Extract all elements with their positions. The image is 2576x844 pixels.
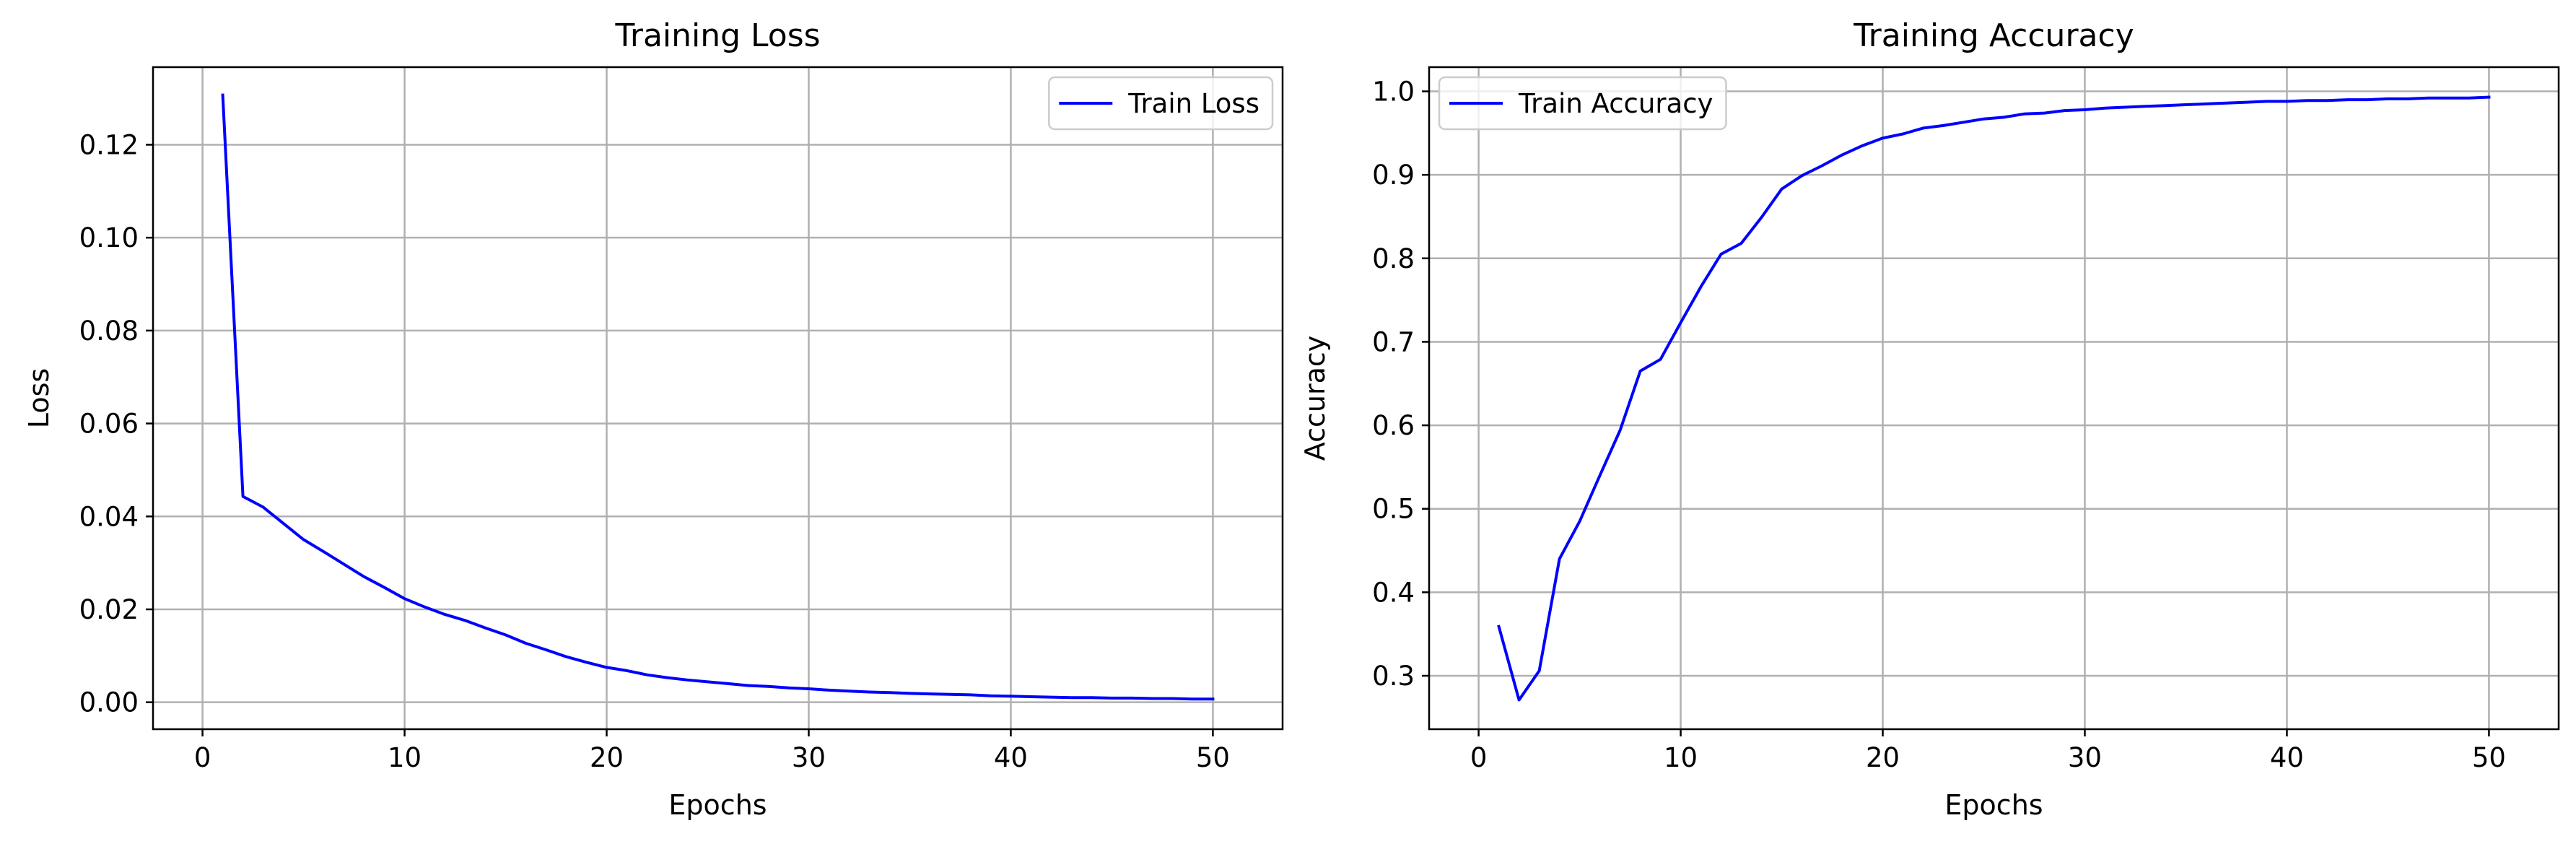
accuracy-y-tick-label: 0.5 [1372, 494, 1415, 525]
accuracy-x-tick-label: 50 [2472, 742, 2506, 773]
accuracy-y-tick-label: 0.4 [1372, 577, 1415, 608]
loss-y-tick-label: 0.08 [79, 316, 139, 347]
accuracy-y-tick-label: 0.7 [1372, 326, 1415, 357]
accuracy-x-tick-label: 10 [1664, 742, 1698, 773]
loss-y-tick-label: 0.02 [79, 594, 139, 625]
loss-y-tick-label: 0.00 [79, 687, 139, 718]
loss-x-tick-label: 50 [1196, 742, 1230, 773]
accuracy-legend-box [1438, 76, 1727, 131]
accuracy-y-axis-label: Accuracy [1299, 336, 1331, 461]
accuracy-x-tick-label: 30 [2068, 742, 2102, 773]
loss-plot-frame [152, 66, 1284, 731]
accuracy-y-ticks: 0.3 0.4 0.5 0.6 0.7 0.8 0.9 1.0 [1372, 77, 1429, 692]
accuracy-y-tick-label: 0.9 [1372, 160, 1415, 191]
accuracy-gridlines [1429, 67, 2559, 729]
loss-series-line [221, 93, 1215, 701]
accuracy-chart-title: Training Accuracy [1853, 17, 2134, 54]
accuracy-x-axis-label: Epochs [1944, 789, 2043, 821]
accuracy-x-tick-label: 40 [2270, 742, 2304, 773]
accuracy-y-tick-label: 0.3 [1372, 661, 1415, 692]
loss-x-ticks: 0 10 20 30 40 50 [194, 729, 1230, 773]
accuracy-y-tick-label: 0.6 [1372, 410, 1415, 441]
loss-legend-label: Train Loss [1127, 88, 1259, 119]
accuracy-legend-label: Train Accuracy [1518, 88, 1713, 119]
loss-gridlines [153, 67, 1283, 729]
loss-x-tick-label: 20 [590, 742, 624, 773]
loss-y-tick-label: 0.10 [79, 222, 139, 253]
loss-x-tick-label: 30 [792, 742, 826, 773]
loss-x-tick-label: 10 [388, 742, 422, 773]
loss-legend: Train Loss [1048, 76, 1274, 131]
accuracy-series-layer [1497, 95, 2491, 702]
loss-x-tick-label: 0 [194, 742, 211, 773]
loss-chart-panel: 0 10 20 30 40 50 0.00 0.02 0.04 0.06 0.08 0.10 0.12… [23, 17, 1284, 821]
loss-y-tick-label: 0.06 [79, 409, 139, 440]
accuracy-y-tick-label: 0.8 [1372, 243, 1415, 274]
accuracy-x-tick-label: 20 [1866, 742, 1900, 773]
loss-y-tick-label: 0.12 [79, 129, 139, 160]
accuracy-series-line [1497, 95, 2491, 702]
loss-y-axis-label: Loss [23, 368, 55, 428]
accuracy-chart-panel: 0 10 20 30 40 50 0.3 0.4 0.5 0.6 0.7 0.8 0.9 1.0 Tra… [1299, 17, 2560, 821]
loss-y-tick-label: 0.04 [79, 501, 139, 532]
accuracy-x-tick-label: 0 [1470, 742, 1488, 773]
accuracy-y-tick-label: 1.0 [1372, 77, 1415, 108]
loss-chart-title: Training Loss [614, 17, 820, 54]
accuracy-legend: Train Accuracy [1438, 76, 1727, 131]
loss-series-layer [221, 93, 1215, 701]
accuracy-plot-frame [1428, 66, 2560, 731]
loss-x-axis-label: Epochs [668, 789, 767, 821]
loss-legend-box [1048, 76, 1274, 131]
loss-y-ticks: 0.00 0.02 0.04 0.06 0.08 0.10 0.12 [79, 129, 153, 718]
loss-x-tick-label: 40 [994, 742, 1028, 773]
accuracy-x-ticks: 0 10 20 30 40 50 [1470, 729, 2506, 773]
